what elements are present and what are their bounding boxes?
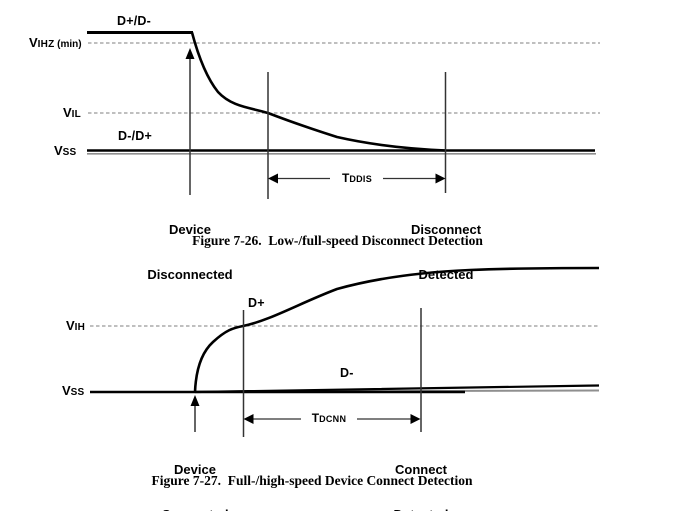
fig26-vil-label: VIL <box>63 105 81 120</box>
fig26-dplus-discharge-curve <box>190 32 447 152</box>
fig26-vihz-min-label: VIHZ (min) <box>29 35 82 50</box>
fig26-device-disconnected-label: Device Disconnected <box>120 192 260 312</box>
fig27-tdcnn-t: T <box>311 411 320 425</box>
fig26-vss-sub: SS <box>62 147 77 158</box>
fig26-caption: Figure 7-26. Low-/full-speed Disconnect … <box>192 233 483 248</box>
fig27-dplus-label: D+ <box>248 296 265 310</box>
fig26-dplus-dminus-label: D+/D- <box>117 14 151 28</box>
fig27-connect-detected-label: Connect Detected <box>351 432 491 511</box>
fig27-event-right-line1: Connect <box>395 462 447 477</box>
fig27-event-right-line2: Detected <box>351 507 491 511</box>
fig26-event-right-line2: Detected <box>418 267 474 282</box>
fig26-event-left-line2: Disconnected <box>147 267 233 282</box>
fig27-vss-v: V <box>62 383 71 398</box>
fig26-dminus-dplus-label: D-/D+ <box>118 129 152 143</box>
fig27-dminus-label: D- <box>340 366 354 380</box>
fig27-connect-arrowhead-icon <box>190 395 200 406</box>
fig27-device-connected-label: Device Connected <box>125 432 265 511</box>
fig27-caption: Figure 7-27. Full-/high-speed Device Con… <box>151 473 473 488</box>
fig27-vih-label: VIH <box>66 318 85 333</box>
fig27-tdcnn-left-arrowhead-icon <box>243 414 254 424</box>
fig27-vss-sub: SS <box>70 387 85 398</box>
fig27-dplus-charge-curve <box>193 266 600 393</box>
fig26-tddis-sub: DDIS <box>349 174 373 184</box>
fig27-event-left-line2: Connected <box>125 507 265 511</box>
fig26-vss-label: VSS <box>54 143 76 158</box>
fig26-vihz-sub: IHZ <box>37 39 55 50</box>
fig26-vil-v: V <box>63 105 72 120</box>
fig27-dminus-line <box>194 384 600 394</box>
fig27-tdcnn-label: TDCNN <box>299 411 359 425</box>
fig27-tdcnn-right-arrowhead-icon <box>410 414 421 424</box>
fig26-tddis-left-arrowhead-icon <box>268 173 278 184</box>
fig26-vihz-v: V <box>29 35 38 50</box>
fig27-event-left-line1: Device <box>174 462 216 477</box>
fig26-event-right-line1: Disconnect <box>410 222 482 237</box>
fig27-vih-sub: IH <box>74 322 86 333</box>
fig26-disconnect-arrowhead-icon <box>185 48 195 59</box>
fig26-vss-v: V <box>54 143 63 158</box>
fig27-vih-v: V <box>66 318 75 333</box>
fig26-vihz-min-suffix: (min) <box>54 39 82 50</box>
fig26-tddis-right-arrowhead-icon <box>435 173 446 184</box>
fig26-tddis-label: TDDIS <box>327 171 387 185</box>
fig26-event-left-line1: Device <box>169 222 211 237</box>
fig26-disconnect-detected-label: Disconnect Detected <box>376 192 516 312</box>
fig26-tddis-t: T <box>341 171 350 185</box>
fig27-vss-label: VSS <box>62 383 84 398</box>
fig27-tdcnn-sub: DCNN <box>319 414 347 424</box>
fig26-vil-sub: IL <box>71 109 81 120</box>
